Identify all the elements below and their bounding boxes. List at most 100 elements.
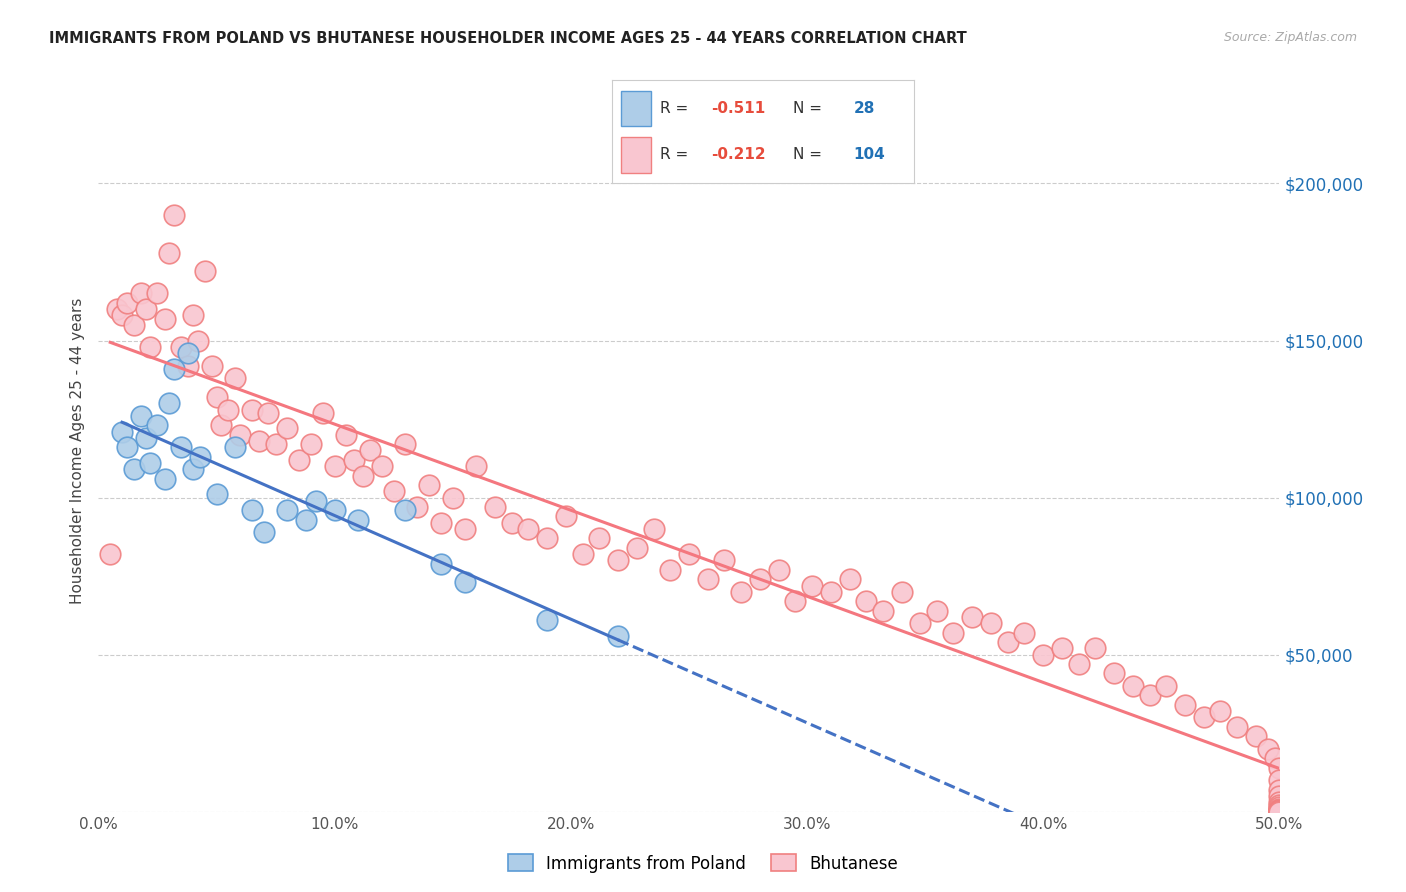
- Point: [257, 406, 280, 420]
- Point: [872, 604, 894, 618]
- Point: [1268, 805, 1291, 819]
- Point: [418, 478, 440, 492]
- Point: [382, 484, 405, 499]
- Point: [170, 340, 193, 354]
- Point: [1014, 625, 1036, 640]
- Point: [588, 532, 610, 546]
- Point: [659, 563, 682, 577]
- Point: [347, 512, 370, 526]
- Point: [1264, 751, 1286, 765]
- Point: [484, 500, 506, 514]
- Point: [371, 459, 394, 474]
- Point: [453, 522, 475, 536]
- Point: [1268, 795, 1291, 809]
- Bar: [620, 136, 651, 173]
- Point: [571, 547, 593, 561]
- Point: [1268, 800, 1291, 814]
- Point: [342, 453, 364, 467]
- Point: [111, 425, 134, 439]
- Point: [335, 427, 357, 442]
- Point: [1209, 704, 1232, 718]
- Point: [820, 584, 842, 599]
- Point: [323, 459, 346, 474]
- Point: [1268, 782, 1291, 797]
- Point: [730, 584, 752, 599]
- Point: [394, 503, 416, 517]
- Point: [855, 594, 877, 608]
- Point: [157, 245, 180, 260]
- Point: [1226, 720, 1249, 734]
- Point: [1268, 761, 1291, 775]
- Point: [441, 491, 464, 505]
- Point: [205, 487, 228, 501]
- Point: [115, 440, 138, 454]
- Point: [105, 302, 128, 317]
- Point: [122, 318, 145, 332]
- Point: [536, 613, 558, 627]
- Point: [1192, 710, 1215, 724]
- Point: [240, 503, 263, 517]
- Bar: [620, 91, 651, 127]
- Point: [962, 610, 984, 624]
- Point: [1139, 689, 1161, 703]
- Text: 28: 28: [853, 101, 875, 116]
- Point: [1268, 805, 1291, 819]
- Point: [312, 406, 335, 420]
- Point: [910, 616, 932, 631]
- Point: [517, 522, 540, 536]
- Point: [253, 525, 276, 540]
- Point: [129, 286, 152, 301]
- Point: [406, 500, 429, 514]
- Point: [394, 437, 416, 451]
- Point: [276, 421, 298, 435]
- Point: [942, 625, 965, 640]
- Point: [713, 553, 735, 567]
- Point: [209, 418, 232, 433]
- Point: [157, 396, 180, 410]
- Point: [153, 472, 176, 486]
- Text: Source: ZipAtlas.com: Source: ZipAtlas.com: [1223, 31, 1357, 45]
- Point: [181, 462, 204, 476]
- Point: [925, 604, 948, 618]
- Point: [1268, 804, 1291, 818]
- Point: [217, 402, 239, 417]
- Point: [181, 309, 204, 323]
- Text: 104: 104: [853, 147, 886, 162]
- Point: [997, 635, 1019, 649]
- Point: [240, 402, 263, 417]
- Point: [122, 462, 145, 476]
- Point: [1268, 773, 1291, 788]
- Point: [187, 334, 209, 348]
- Point: [224, 371, 246, 385]
- Legend: Immigrants from Poland, Bhutanese: Immigrants from Poland, Bhutanese: [501, 847, 905, 880]
- Point: [1268, 801, 1291, 815]
- Point: [626, 541, 648, 555]
- Point: [430, 516, 453, 530]
- Point: [768, 563, 790, 577]
- Point: [295, 512, 318, 526]
- Point: [247, 434, 270, 448]
- Point: [177, 346, 200, 360]
- Point: [135, 431, 157, 445]
- Point: [1268, 804, 1291, 818]
- Point: [1244, 729, 1267, 743]
- Text: N =: N =: [793, 147, 823, 162]
- Point: [111, 309, 134, 323]
- Text: IMMIGRANTS FROM POLAND VS BHUTANESE HOUSEHOLDER INCOME AGES 25 - 44 YEARS CORREL: IMMIGRANTS FROM POLAND VS BHUTANESE HOUS…: [49, 31, 967, 46]
- Point: [201, 359, 224, 373]
- Point: [153, 311, 176, 326]
- Text: -0.511: -0.511: [711, 101, 766, 116]
- Point: [980, 616, 1002, 631]
- Point: [1257, 742, 1279, 756]
- Point: [299, 437, 322, 451]
- Y-axis label: Householder Income Ages 25 - 44 years: Householder Income Ages 25 - 44 years: [69, 297, 84, 604]
- Point: [146, 418, 169, 433]
- Point: [785, 594, 807, 608]
- Point: [139, 340, 162, 354]
- Point: [177, 359, 200, 373]
- Point: [555, 509, 578, 524]
- Point: [1102, 666, 1125, 681]
- Point: [465, 459, 488, 474]
- Text: -0.212: -0.212: [711, 147, 766, 162]
- Text: R =: R =: [659, 147, 688, 162]
